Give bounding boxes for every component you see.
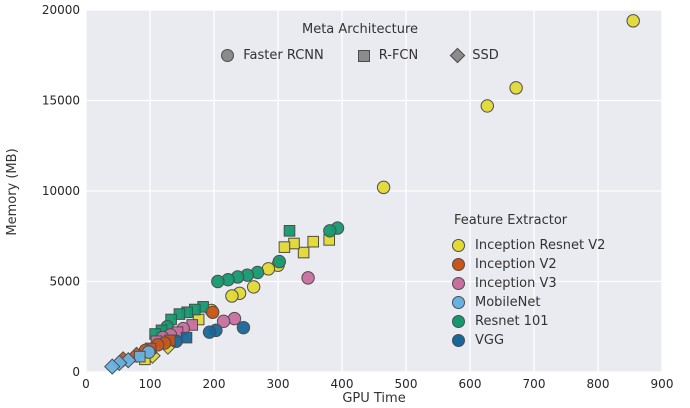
data-point <box>206 305 220 319</box>
data-point <box>104 358 121 375</box>
y-tick-label: 5000 <box>49 275 80 289</box>
y-tick-label: 15000 <box>42 94 80 108</box>
data-point <box>272 254 286 269</box>
x-tick-label: 0 <box>82 377 90 391</box>
x-tick-label: 100 <box>139 377 162 391</box>
x-tick-label: 400 <box>331 377 354 391</box>
x-tick-label: 500 <box>395 377 418 391</box>
data-point <box>133 350 146 363</box>
x-tick-label: 200 <box>203 377 226 391</box>
x-tick-label: 900 <box>651 377 674 391</box>
data-point <box>236 320 251 335</box>
data-point <box>301 271 315 285</box>
plot-area: 0 100 200 300 400 500 600 700 800 900 0 5000 10000 15… <box>42 3 674 391</box>
y-tick-label: 20000 <box>42 3 80 17</box>
data-point <box>626 14 640 28</box>
data-point <box>278 241 291 253</box>
data-point <box>509 81 523 95</box>
y-tick-label: 0 <box>72 365 80 379</box>
data-point <box>216 314 231 329</box>
data-point <box>283 225 296 237</box>
y-axis-label: Memory (MB) <box>5 148 20 235</box>
y-tick-label: 10000 <box>42 184 80 198</box>
data-point <box>307 235 319 248</box>
data-point <box>202 325 217 339</box>
x-tick-label: 300 <box>267 377 290 391</box>
data-point <box>246 280 261 294</box>
data-point <box>297 246 310 259</box>
data-point <box>376 180 391 195</box>
data-point <box>211 274 225 289</box>
x-tick-label: 800 <box>587 377 610 391</box>
data-point <box>323 224 337 238</box>
data-point <box>225 289 239 303</box>
x-tick-label: 600 <box>459 377 482 391</box>
x-axis-label: GPU Time <box>342 391 405 406</box>
data-point <box>480 99 494 113</box>
data-point <box>288 237 300 250</box>
x-tick-label: 700 <box>523 377 546 391</box>
